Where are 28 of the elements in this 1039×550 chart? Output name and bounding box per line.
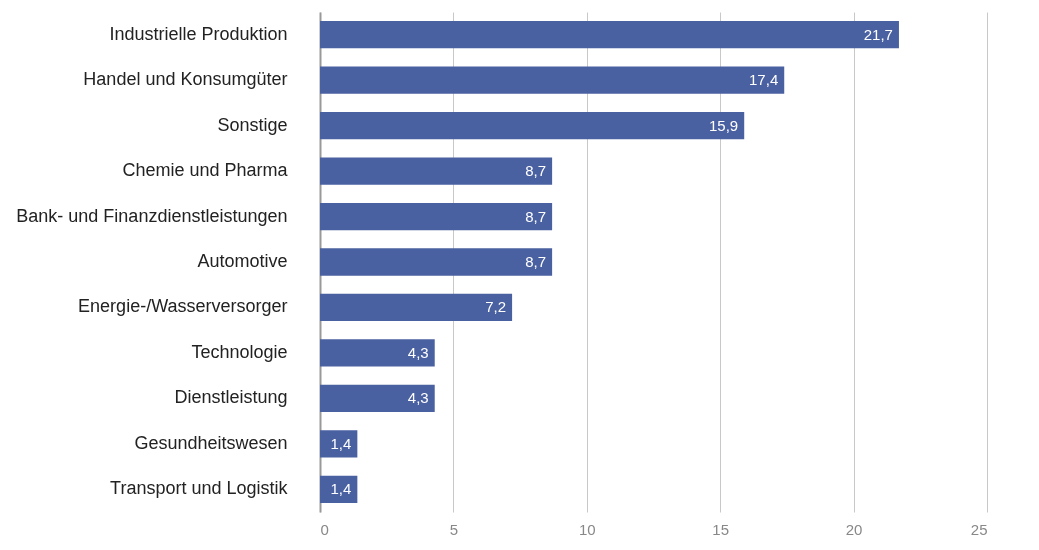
x-tick-label: 15 (712, 520, 730, 538)
y-tick-label: Dienstleistung (174, 387, 288, 408)
y-tick-label: Technologie (191, 341, 288, 362)
y-tick-label: Chemie und Pharma (122, 160, 289, 181)
data-label: 4,3 (407, 343, 429, 361)
y-tick-label: Energie-/Wasserversorger (78, 296, 288, 317)
y-tick-label: Industrielle Produktion (109, 23, 288, 44)
x-tick-label: 5 (449, 520, 459, 538)
data-label: 8,7 (525, 162, 547, 180)
data-label: 7,2 (485, 298, 507, 316)
y-tick-label: Bank- und Finanzdienstleistungen (16, 205, 288, 226)
x-tick-label: 10 (578, 520, 596, 538)
data-label: 15,9 (709, 116, 739, 134)
y-tick-label: Sonstige (217, 114, 288, 135)
y-tick-label: Transport und Logistik (110, 478, 289, 499)
y-tick-label: Automotive (197, 251, 288, 271)
x-tick-label: 0 (320, 520, 329, 538)
data-label: 1,4 (330, 434, 352, 452)
y-tick-label: Handel und Konsumgüter (83, 69, 288, 90)
data-label: 17,4 (749, 71, 779, 89)
x-tick-label: 20 (845, 520, 863, 538)
data-label: 1,4 (330, 480, 352, 498)
data-label: 4,3 (407, 389, 429, 407)
y-tick-label: Gesundheitswesen (134, 432, 288, 453)
data-label: 21,7 (863, 25, 893, 43)
x-tick-label: 25 (970, 520, 988, 538)
data-label: 8,7 (525, 253, 547, 270)
data-label: 8,7 (525, 207, 547, 225)
